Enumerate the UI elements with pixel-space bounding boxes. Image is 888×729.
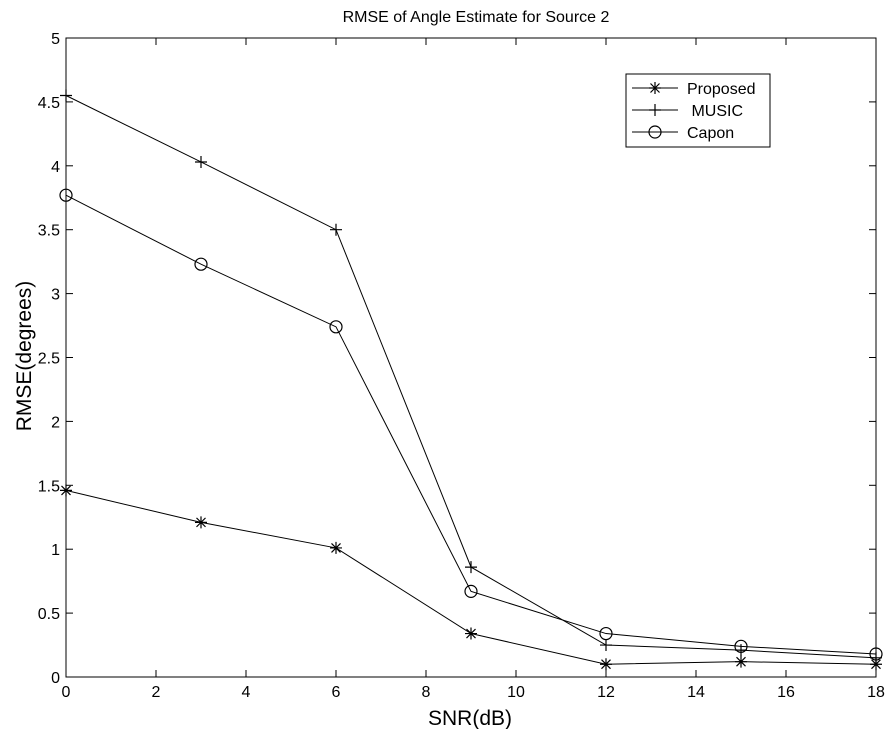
y-axis-ticks: 0 0.5 1 1.5 2 2.5 3 3.5 4 4.5 5 (38, 31, 876, 687)
x-tick-label: 4 (242, 684, 251, 701)
y-tick-label: 3.5 (38, 223, 60, 240)
y-tick-label: 0 (51, 670, 60, 687)
x-tick-label: 12 (597, 684, 615, 701)
x-tick-label: 6 (332, 684, 341, 701)
y-tick-label: 2 (51, 414, 60, 431)
y-tick-label: 1.5 (38, 478, 60, 495)
legend: Proposed MUSIC Capon (625, 73, 771, 148)
circle-marker (869, 647, 883, 661)
x-tick-label: 18 (867, 684, 885, 701)
series-line (65, 194, 877, 655)
y-tick-label: 5 (51, 31, 60, 48)
plus-marker (195, 155, 207, 168)
asterisk-marker (465, 627, 477, 640)
y-tick-label: 3 (51, 287, 60, 304)
x-tick-label: 0 (62, 684, 71, 701)
plus-marker (60, 89, 72, 102)
asterisk-marker (870, 658, 882, 671)
asterisk-marker (600, 658, 612, 671)
y-tick-label: 4 (51, 159, 60, 176)
x-tick-label: 16 (777, 684, 795, 701)
y-axis-label: RMSE(degrees) (13, 281, 36, 432)
circle-marker (464, 584, 478, 598)
plus-marker (330, 223, 342, 236)
asterisk-marker (195, 516, 207, 529)
x-tick-label: 8 (422, 684, 431, 701)
x-tick-label: 10 (507, 684, 525, 701)
series-line (65, 95, 877, 659)
legend-label: Proposed (687, 81, 756, 98)
legend-item: MUSIC (632, 103, 743, 120)
series-music (60, 89, 882, 664)
series-layer (59, 89, 883, 671)
plus-marker (465, 561, 477, 574)
legend-item: Proposed (632, 81, 756, 98)
series-proposed (60, 484, 882, 671)
chart-title: RMSE of Angle Estimate for Source 2 (343, 9, 610, 26)
asterisk-marker (60, 484, 72, 497)
y-tick-label: 0.5 (38, 606, 60, 623)
circle-marker (329, 320, 343, 334)
legend-label: Capon (687, 125, 734, 142)
plus-marker (649, 104, 661, 116)
circle-marker (599, 626, 613, 641)
legend-item: Capon (632, 125, 734, 142)
y-tick-label: 1 (51, 542, 60, 559)
y-tick-label: 2.5 (38, 351, 60, 368)
plus-marker (600, 639, 612, 652)
x-tick-label: 2 (152, 684, 161, 701)
x-axis-ticks: 0 2 4 6 8 10 12 14 16 18 (62, 38, 885, 701)
circle-marker (734, 639, 748, 653)
y-tick-label: 4.5 (38, 95, 60, 112)
x-tick-label: 14 (687, 684, 705, 701)
x-axis-label: SNR(dB) (428, 707, 512, 729)
circle-marker (648, 125, 662, 139)
circle-marker (194, 257, 208, 271)
circle-marker (59, 188, 73, 202)
asterisk-marker (649, 82, 661, 94)
legend-label: MUSIC (687, 103, 743, 120)
asterisk-marker (330, 541, 342, 554)
asterisk-marker (735, 655, 747, 668)
series-capon (59, 188, 883, 661)
